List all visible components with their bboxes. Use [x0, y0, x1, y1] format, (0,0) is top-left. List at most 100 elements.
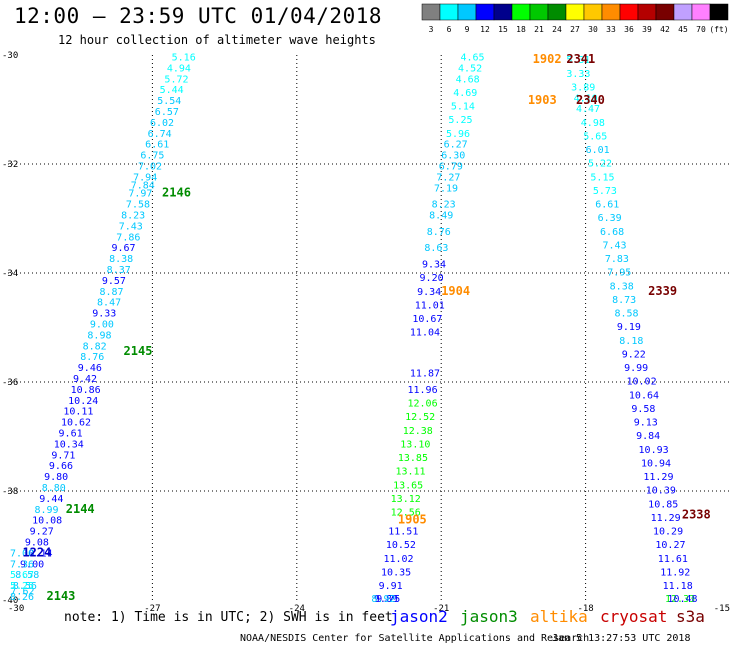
- wave-height-value: 9.33: [92, 309, 116, 320]
- legend-swatch: [457, 3, 477, 21]
- wave-height-value: 6.68: [600, 227, 624, 238]
- wave-height-value: 6.39: [598, 213, 622, 224]
- wave-height-value: 9.80: [44, 472, 68, 483]
- legend-label: 3: [429, 25, 434, 34]
- x-tick-label: -18: [577, 604, 593, 614]
- wave-height-value: 6.01: [586, 145, 610, 156]
- wave-height-value: 8.99: [34, 505, 58, 516]
- pass-number: 2339: [648, 284, 677, 298]
- wave-height-value: 9.99: [624, 363, 648, 374]
- wave-height-value: 5.15: [590, 172, 614, 183]
- wave-height-value: 8.49: [429, 211, 453, 222]
- wave-height-value: 9.00: [90, 320, 114, 331]
- y-tick-label: -36: [2, 378, 18, 388]
- wave-height-value: 11.02: [383, 554, 413, 565]
- wave-height-value: 9.20: [420, 273, 444, 284]
- wave-height-value: 8.26: [10, 592, 34, 603]
- wave-height-value: 9.66: [49, 461, 73, 472]
- wave-height-value: 12.52: [405, 412, 435, 423]
- wave-height-value: 8.37: [107, 265, 131, 276]
- wave-height-value: 6.61: [145, 140, 169, 151]
- wave-height-value: 13.65: [393, 480, 423, 491]
- wave-height-value: 5.16: [172, 52, 196, 63]
- sat-s3a: s3a: [676, 607, 705, 626]
- wave-height-value: 4.94: [167, 63, 191, 74]
- wave-height-value: 9.67: [111, 243, 135, 254]
- wave-height-value: 10.52: [386, 540, 416, 551]
- wave-height-value: 8.63: [424, 243, 448, 254]
- wave-height-value: 7.95: [607, 268, 631, 279]
- legend-swatch: [691, 3, 711, 21]
- wave-height-value: 9.44: [39, 494, 63, 505]
- wave-height-value: 11.51: [388, 527, 418, 538]
- wave-height-value: 7.43: [602, 240, 626, 251]
- legend-swatch: [709, 3, 729, 21]
- wave-height-value: 5.25: [10, 581, 34, 592]
- wave-height-value: 10.11: [63, 407, 93, 418]
- data-points: 5.164.945.725.445.546.576.026.746.616.75…: [10, 52, 698, 605]
- wave-height-value: 9.89: [374, 594, 398, 605]
- legend-swatch: [655, 3, 675, 21]
- wave-height-value: 10.86: [71, 385, 101, 396]
- legend-swatch: [601, 3, 621, 21]
- legend-label: 27: [570, 25, 580, 34]
- wave-height-value: 10.64: [629, 390, 659, 401]
- legend-swatch: [475, 3, 495, 21]
- wave-height-value: 10.67: [412, 314, 442, 325]
- wave-height-value: 10.24: [68, 396, 98, 407]
- pass-number: 2341: [566, 52, 595, 66]
- legend-label: 24: [552, 25, 562, 34]
- wave-height-value: 9.42: [73, 374, 97, 385]
- x-tick-label: -21: [433, 604, 449, 614]
- wave-height-value: 8.98: [87, 330, 111, 341]
- wave-height-value: 5.25: [448, 115, 472, 126]
- wave-height-value: 11.92: [660, 567, 690, 578]
- pass-number: 1903: [528, 93, 557, 107]
- wave-height-value: 7.58: [126, 200, 150, 211]
- wave-height-value: 12.56: [391, 508, 421, 519]
- wave-height-value: 4.52: [458, 63, 482, 74]
- pass-number: 2145: [124, 344, 153, 358]
- y-tick-label: -32: [2, 160, 18, 170]
- y-tick-label: -40: [2, 596, 18, 606]
- wave-height-value: 7.84: [131, 181, 155, 192]
- sat-jason3: jason3: [460, 607, 518, 626]
- wave-height-value: 9.71: [51, 450, 75, 461]
- wave-height-value: 3.89: [571, 82, 595, 93]
- wave-height-value: 4.69: [453, 88, 477, 99]
- legend-swatch: [619, 3, 639, 21]
- wave-height-value: 11.18: [663, 581, 693, 592]
- wave-height-value: 7.36: [10, 559, 34, 570]
- wave-height-value: 12.38: [403, 426, 433, 437]
- wave-height-value: 7.86: [116, 232, 140, 243]
- legend-swatch: [511, 3, 531, 21]
- wave-height-value: 10.94: [641, 458, 671, 469]
- wave-height-value: 9.34: [417, 287, 441, 298]
- wave-height-value: 10.85: [648, 499, 678, 510]
- x-tick-label: -24: [289, 604, 305, 614]
- axis-labels: -30 -27 -24 -21 -18 -15 -30 -32 -34 -36 -38 -40: [2, 51, 730, 614]
- wave-height-value: 5.72: [164, 74, 188, 85]
- wave-height-value: 8.38: [610, 281, 634, 292]
- wave-height-value: 8.47: [97, 298, 121, 309]
- wave-height-value: 8.80: [42, 483, 66, 494]
- pass-labels: 2146 2145 2144 2143 1224 1904 1905 1903 1902 2341…: [22, 52, 710, 603]
- legend-label: 15: [498, 25, 508, 34]
- wave-height-value: 9.46: [78, 363, 102, 374]
- legend-label: 18: [516, 25, 526, 34]
- pass-number: 2144: [66, 502, 95, 516]
- wave-height-value: 6.75: [140, 151, 164, 162]
- wave-height-value: 7.19: [434, 183, 458, 194]
- wave-height-value: 7.00: [10, 548, 34, 559]
- legend-label: 9: [465, 25, 470, 34]
- wave-height-value: 8.23: [121, 211, 145, 222]
- wave-height-value: 8.87: [99, 287, 123, 298]
- wave-height-value: 9.00: [20, 559, 44, 570]
- wave-height-value: 4.98: [581, 118, 605, 129]
- sat-cryosat: cryosat: [600, 607, 668, 626]
- wave-height-value: 8.58: [614, 309, 638, 320]
- wave-height-value: 7.62: [10, 587, 34, 598]
- wave-height-value: 5.14: [451, 102, 475, 113]
- wave-height-value: 8.82: [83, 341, 107, 352]
- pass-number: 2146: [162, 186, 191, 200]
